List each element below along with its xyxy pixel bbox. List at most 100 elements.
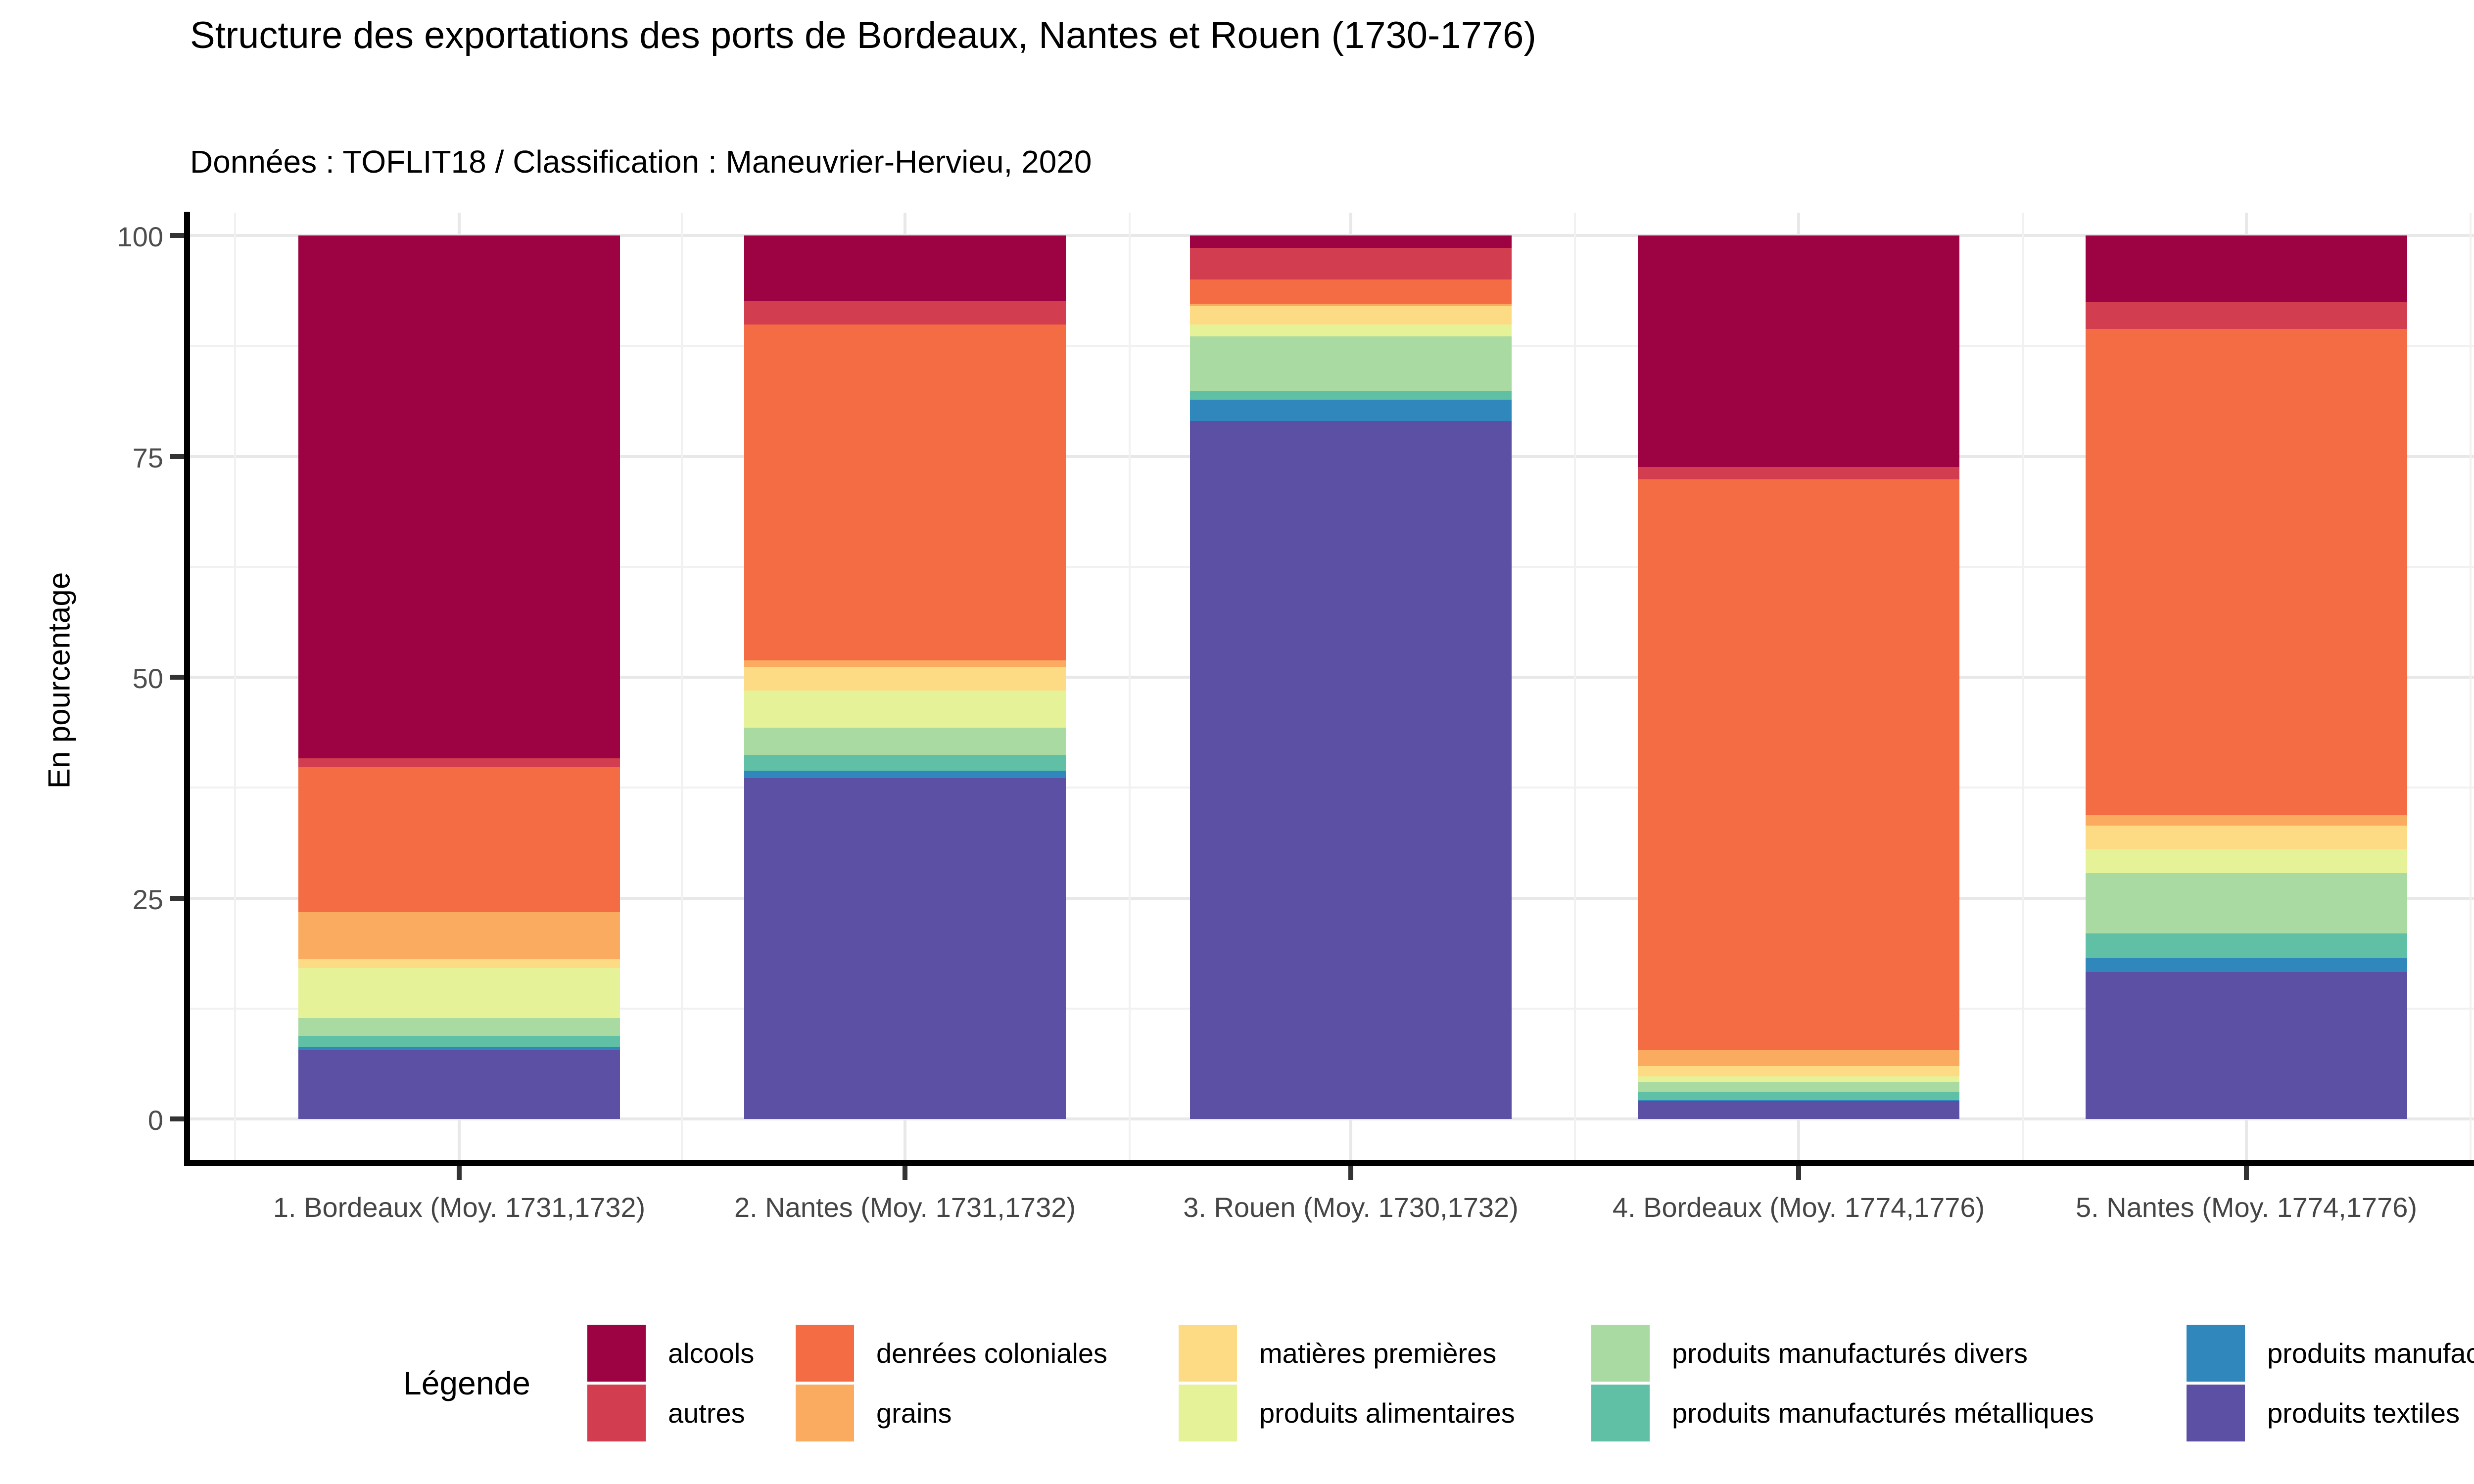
bar-segment bbox=[298, 959, 620, 968]
gridline-vertical-minor bbox=[234, 213, 236, 1163]
bar-segment bbox=[298, 1036, 620, 1048]
gridline-horizontal-major bbox=[190, 1117, 2474, 1120]
legend-label: produits manufacturés divers bbox=[1672, 1338, 2028, 1369]
bar-segment bbox=[2086, 849, 2407, 874]
y-tick-mark bbox=[170, 895, 184, 901]
legend-swatch bbox=[587, 1325, 646, 1382]
bar-segment bbox=[1190, 325, 1512, 336]
y-tick-label: 50 bbox=[132, 663, 163, 694]
x-tick-label: 2. Nantes (Moy. 1731,1732) bbox=[734, 1192, 1076, 1223]
bar-segment bbox=[2086, 933, 2407, 958]
bar-segment bbox=[744, 235, 1066, 301]
legend-label: alcools bbox=[668, 1338, 755, 1369]
y-tick-mark bbox=[170, 675, 184, 680]
x-tick-mark bbox=[1796, 1166, 1801, 1180]
x-tick-mark bbox=[2244, 1166, 2249, 1180]
bar-segment bbox=[1638, 479, 1959, 1050]
bar-segment bbox=[744, 778, 1066, 1119]
y-tick-mark bbox=[170, 233, 184, 238]
legend-item: produits manufacturés minéraux bbox=[2187, 1325, 2474, 1382]
bar-segment bbox=[2086, 329, 2407, 815]
legend-swatch bbox=[1179, 1325, 1237, 1382]
bar-segment bbox=[1638, 1076, 1959, 1082]
bar-segment bbox=[2086, 815, 2407, 826]
y-tick-mark bbox=[170, 1116, 184, 1121]
y-axis-line bbox=[184, 212, 190, 1166]
legend-swatch bbox=[1591, 1325, 1650, 1382]
x-axis-line bbox=[184, 1160, 2474, 1166]
legend-item: grains bbox=[796, 1385, 1107, 1441]
bar-segment bbox=[1190, 391, 1512, 400]
bar-segment bbox=[1638, 466, 1959, 479]
bar-segment bbox=[744, 666, 1066, 691]
x-tick-mark bbox=[457, 1166, 462, 1180]
legend-column: produits manufacturés divers produits man… bbox=[1591, 1325, 2094, 1441]
legend-swatch bbox=[796, 1325, 854, 1382]
x-tick-mark bbox=[1348, 1166, 1353, 1180]
bar-segment bbox=[744, 755, 1066, 771]
y-tick-label: 25 bbox=[132, 883, 163, 915]
gridline-vertical-minor bbox=[1574, 213, 1576, 1163]
bar-segment bbox=[1638, 235, 1959, 467]
bar-segment bbox=[1638, 1066, 1959, 1077]
bar-segment bbox=[298, 912, 620, 959]
legend-swatch bbox=[2187, 1385, 2245, 1441]
bar-segment bbox=[744, 660, 1066, 667]
legend-swatch bbox=[796, 1385, 854, 1441]
bar-segment bbox=[298, 1047, 620, 1050]
bar-segment bbox=[2086, 972, 2407, 1119]
y-tick-label: 100 bbox=[117, 221, 163, 252]
legend-item: produits textiles bbox=[2187, 1385, 2474, 1441]
legend-swatch bbox=[2187, 1325, 2245, 1382]
legend-swatch bbox=[1179, 1385, 1237, 1441]
legend-column: alcools autres bbox=[587, 1325, 754, 1441]
legend-swatch bbox=[587, 1385, 646, 1441]
x-tick-label: 5. Nantes (Moy. 1774,1776) bbox=[2075, 1192, 2418, 1223]
gridline-vertical-minor bbox=[2470, 213, 2472, 1163]
bar-segment bbox=[744, 727, 1066, 755]
legend-item: alcools bbox=[587, 1325, 754, 1382]
bar-segment bbox=[2086, 301, 2407, 329]
bar-segment bbox=[1190, 306, 1512, 325]
x-tick-label: 1. Bordeaux (Moy. 1731,1732) bbox=[273, 1192, 646, 1223]
legend-title: Légende bbox=[403, 1365, 530, 1401]
legend-label: matières premières bbox=[1259, 1338, 1497, 1369]
legend-label: produits manufacturés minéraux bbox=[2267, 1338, 2474, 1369]
y-tick-label: 0 bbox=[147, 1105, 163, 1136]
legend-label: produits textiles bbox=[2267, 1397, 2460, 1429]
bar-segment bbox=[1638, 1100, 1959, 1102]
legend-label: grains bbox=[876, 1397, 952, 1429]
bar-segment bbox=[298, 1050, 620, 1119]
y-tick-label: 75 bbox=[132, 442, 163, 473]
legend-column: matières premières produits alimentaires bbox=[1179, 1325, 1515, 1441]
bar-segment bbox=[298, 767, 620, 913]
bar-segment bbox=[1638, 1101, 1959, 1119]
bar-segment bbox=[1190, 279, 1512, 304]
bar-segment bbox=[1190, 248, 1512, 280]
gridline-vertical-minor bbox=[1129, 213, 1131, 1163]
legend-item: autres bbox=[587, 1385, 754, 1441]
bar-segment bbox=[2086, 958, 2407, 973]
gridline-vertical-minor bbox=[681, 213, 683, 1163]
bar-segment bbox=[2086, 826, 2407, 850]
legend-item: produits manufacturés métalliques bbox=[1591, 1385, 2094, 1441]
legend-item: produits manufacturés divers bbox=[1591, 1325, 2094, 1382]
bar-segment bbox=[744, 690, 1066, 728]
legend-column: produits manufacturés minéraux produits t… bbox=[2187, 1325, 2474, 1441]
gridline-vertical-minor bbox=[2022, 213, 2024, 1163]
bar-3 bbox=[1190, 235, 1512, 1119]
bar-segment bbox=[744, 771, 1066, 778]
bar-segment bbox=[1190, 336, 1512, 391]
legend-label: produits manufacturés métalliques bbox=[1672, 1397, 2094, 1429]
legend-column: denrées coloniales grains bbox=[796, 1325, 1107, 1441]
bar-segment bbox=[1190, 303, 1512, 306]
chart-subtitle: Données : TOFLIT18 / Classification : Ma… bbox=[190, 144, 1092, 180]
y-tick-mark bbox=[170, 454, 184, 459]
bar-segment bbox=[298, 968, 620, 1019]
chart-title: Structure des exportations des ports de … bbox=[190, 14, 1536, 56]
x-tick-label: 3. Rouen (Moy. 1730,1732) bbox=[1183, 1192, 1519, 1223]
plot-panel bbox=[190, 213, 2474, 1163]
bar-segment bbox=[1190, 420, 1512, 1119]
bar-segment bbox=[1638, 1081, 1959, 1092]
